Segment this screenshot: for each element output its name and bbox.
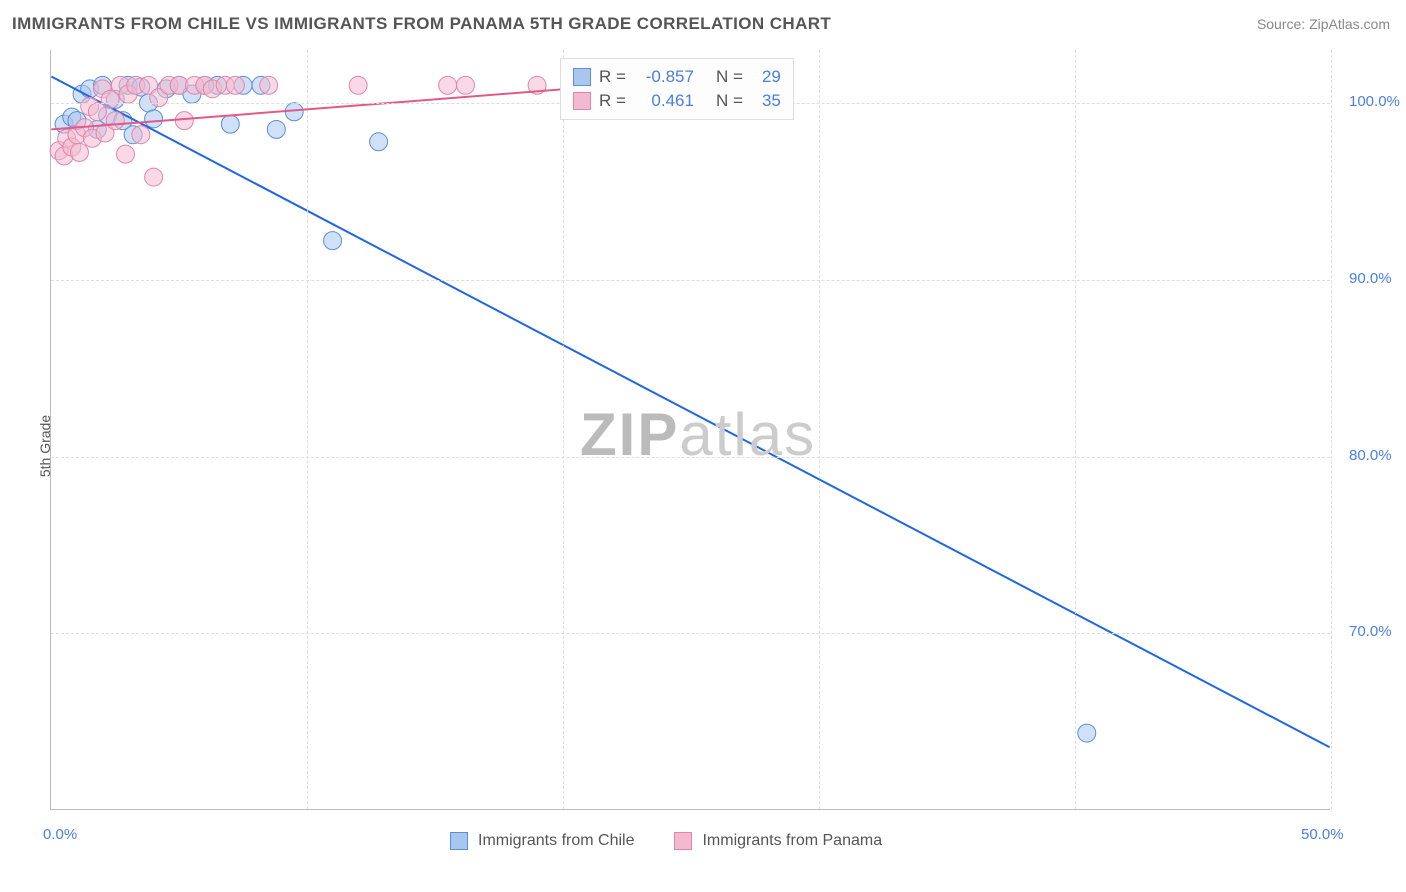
data-point [324,232,342,250]
data-point [132,126,150,144]
legend-r-value: -0.857 [634,67,694,87]
data-point [260,76,278,94]
data-point [145,168,163,186]
data-point [221,115,239,133]
gridline-horizontal [51,633,1330,634]
legend-r-label: R = [599,67,626,87]
chart-container: IMMIGRANTS FROM CHILE VS IMMIGRANTS FROM… [0,0,1406,892]
source-attribution: Source: ZipAtlas.com [1257,16,1390,32]
y-tick-label: 90.0% [1349,270,1392,287]
legend-series-label: Immigrants from Panama [702,832,882,850]
gridline-horizontal [51,457,1330,458]
legend-series: Immigrants from Chile Immigrants from Pan… [450,832,912,850]
data-point [370,133,388,151]
legend-n-label: N = [716,67,743,87]
plot-area: 70.0%80.0%90.0%100.0%0.0%50.0% [50,50,1330,810]
data-point [106,112,124,130]
gridline-vertical [563,50,564,809]
data-point [349,76,367,94]
gridline-vertical [307,50,308,809]
data-point [439,76,457,94]
source-label: Source: [1257,16,1305,32]
gridline-vertical [1075,50,1076,809]
legend-n-label: N = [716,91,743,111]
source-link[interactable]: ZipAtlas.com [1309,16,1390,32]
legend-stats-row: R = 0.461 N = 35 [573,89,781,113]
x-tick-label: 50.0% [1301,826,1344,843]
legend-r-label: R = [599,91,626,111]
plot-svg [51,50,1330,809]
gridline-vertical [819,50,820,809]
data-point [116,145,134,163]
chart-title: IMMIGRANTS FROM CHILE VS IMMIGRANTS FROM… [12,14,831,34]
legend-n-value: 35 [751,91,781,111]
legend-series-label: Immigrants from Chile [478,832,634,850]
legend-swatch-icon [450,832,468,850]
gridline-vertical [1331,50,1332,809]
y-tick-label: 70.0% [1349,623,1392,640]
legend-stats-row: R = -0.857 N = 29 [573,65,781,89]
y-tick-label: 80.0% [1349,447,1392,464]
legend-swatch-icon [573,68,591,86]
data-point [70,143,88,161]
gridline-horizontal [51,280,1330,281]
data-point [1078,724,1096,742]
legend-swatch-icon [573,92,591,110]
data-point [175,112,193,130]
data-point [145,110,163,128]
data-point [267,120,285,138]
legend-n-value: 29 [751,67,781,87]
data-point [226,76,244,94]
data-point [457,76,475,94]
x-tick-label: 0.0% [43,826,77,843]
legend-swatch-icon [674,832,692,850]
legend-stats-box: R = -0.857 N = 29 R = 0.461 N = 35 [560,58,794,120]
trend-line [51,76,1329,747]
legend-r-value: 0.461 [634,91,694,111]
y-tick-label: 100.0% [1349,93,1400,110]
